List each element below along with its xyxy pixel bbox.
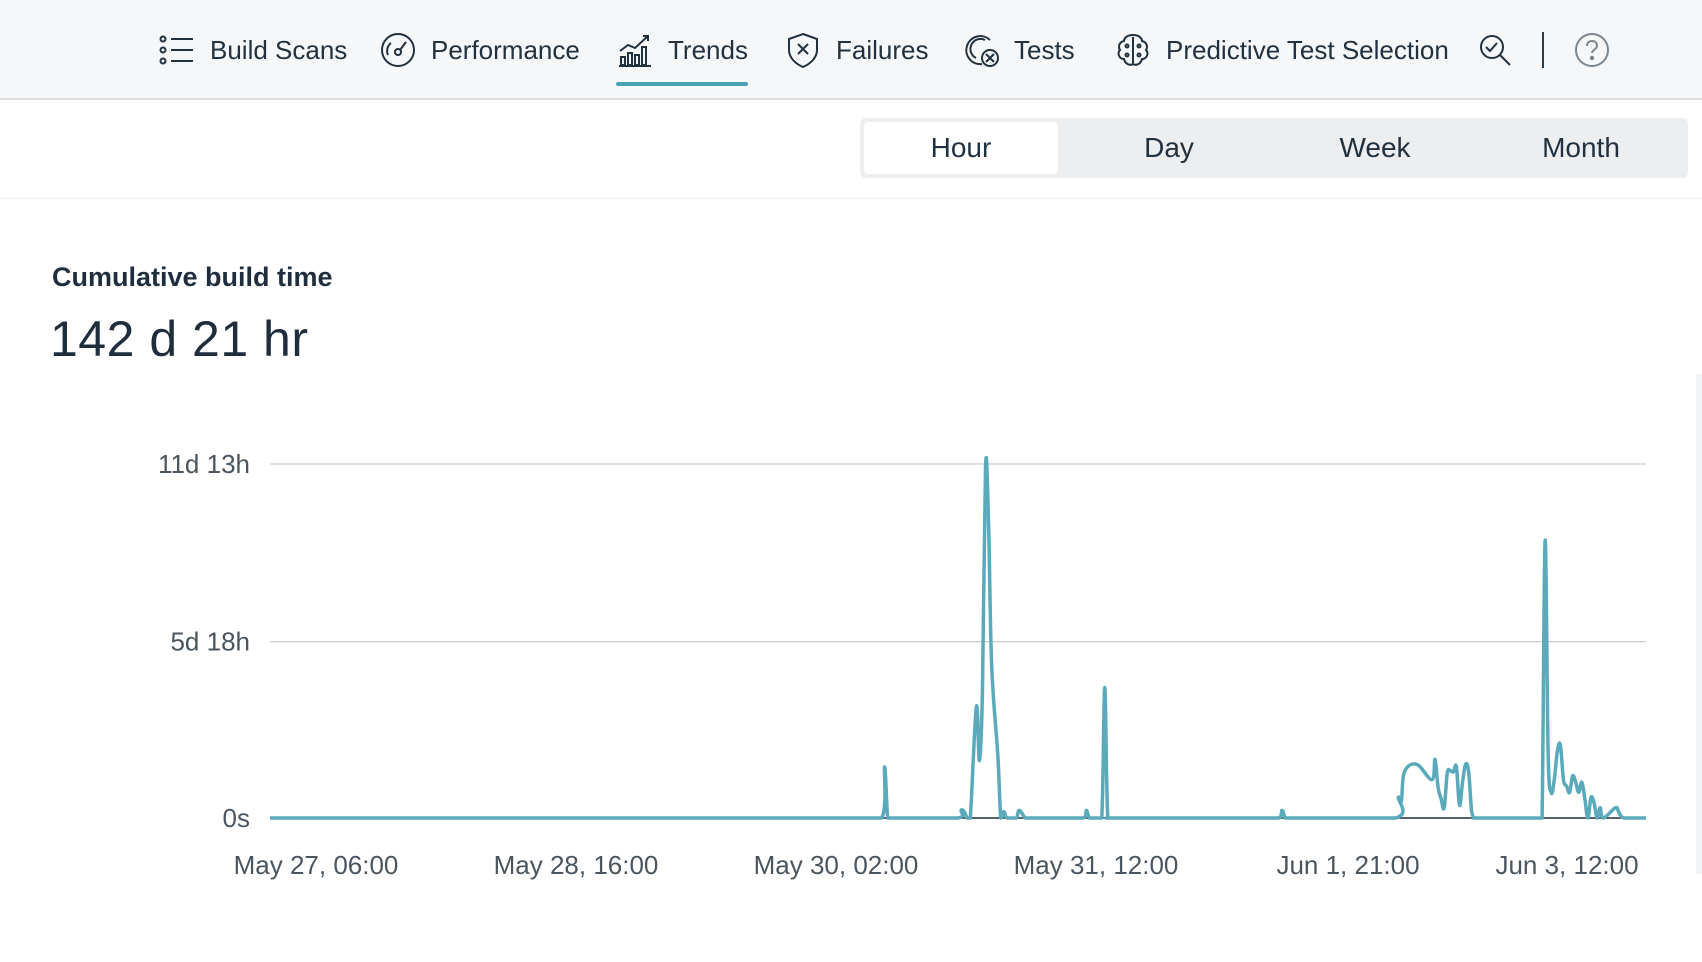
nav-label-build-scans: Build Scans: [210, 34, 348, 65]
x-tick-label: Jun 1, 21:00: [1276, 850, 1419, 880]
top-navigation: Build Scans Performance Trends: [0, 0, 1702, 100]
line-chart-svg: 0s 5d 18h 11d 13h May 27, 06:00 May 28, 16:0…: [158, 449, 1646, 880]
build-time-chart: 0s 5d 18h 11d 13h May 27, 06:00 May 28, 16:0…: [0, 420, 1702, 900]
help-circle-icon[interactable]: [1573, 31, 1611, 69]
y-tick-label: 0s: [223, 803, 250, 833]
series-line: [270, 456, 1646, 820]
x-tick-label: May 31, 12:00: [1014, 850, 1179, 880]
x-tick-label: May 27, 06:00: [234, 850, 399, 880]
active-tab-indicator: [616, 82, 748, 86]
nav-label-predictive-test-selection: Predictive Test Selection: [1166, 34, 1449, 65]
tests-icon: [962, 31, 1000, 69]
trend-chart-icon: [616, 31, 654, 69]
nav-build-scans[interactable]: Build Scans: [158, 0, 347, 100]
y-tick-label: 5d 18h: [170, 627, 250, 657]
nav-label-tests: Tests: [1014, 34, 1075, 65]
granularity-hour-button[interactable]: Hour: [864, 122, 1058, 174]
brain-icon: [1114, 31, 1152, 69]
x-tick-label: Jun 3, 12:00: [1495, 850, 1638, 880]
metric-label: Cumulative build time: [52, 262, 333, 292]
nav-divider: [1542, 32, 1544, 68]
nav-tests[interactable]: Tests: [962, 0, 1075, 100]
nav-label-performance: Performance: [431, 34, 580, 65]
granularity-toolbar: Hour Day Week Month: [0, 100, 1702, 199]
shield-x-icon: [784, 31, 822, 69]
gauge-icon: [379, 31, 417, 69]
granularity-month-button[interactable]: Month: [1542, 132, 1620, 163]
granularity-segmented-control: Hour Day Week Month: [860, 118, 1688, 178]
nav-failures[interactable]: Failures: [784, 0, 928, 100]
nav-trends[interactable]: Trends: [616, 0, 748, 100]
scrollbar-track[interactable]: [1696, 374, 1702, 874]
nav-label-trends: Trends: [668, 34, 748, 65]
list-icon: [158, 31, 196, 69]
x-tick-label: May 30, 02:00: [754, 850, 919, 880]
search-icon[interactable]: [1476, 31, 1514, 69]
granularity-day-button[interactable]: Day: [1144, 132, 1194, 163]
y-tick-label: 11d 13h: [158, 449, 250, 479]
x-tick-label: May 28, 16:00: [494, 850, 659, 880]
nav-label-failures: Failures: [836, 34, 929, 65]
nav-performance[interactable]: Performance: [379, 0, 580, 100]
nav-predictive-test-selection[interactable]: Predictive Test Selection: [1114, 0, 1449, 100]
granularity-week-button[interactable]: Week: [1339, 132, 1411, 163]
metric-value: 142 d 21 hr: [50, 311, 309, 367]
